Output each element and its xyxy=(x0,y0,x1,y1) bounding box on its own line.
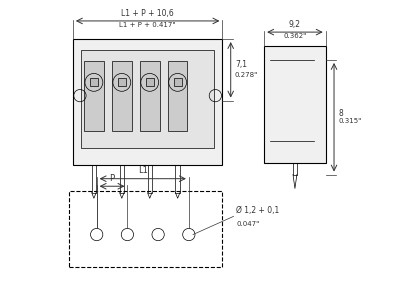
Bar xyxy=(140,61,160,131)
Text: 0.278": 0.278" xyxy=(235,72,258,78)
Bar xyxy=(112,61,132,131)
Bar xyxy=(69,191,222,267)
Bar xyxy=(90,78,98,86)
Text: 0.047": 0.047" xyxy=(236,221,260,227)
Bar xyxy=(81,50,214,148)
Bar xyxy=(118,78,126,86)
Text: Ø 1,2 + 0,1: Ø 1,2 + 0,1 xyxy=(236,206,280,215)
Text: P: P xyxy=(110,174,115,183)
Bar xyxy=(174,78,182,86)
Text: 9,2: 9,2 xyxy=(289,20,301,29)
Text: 7,1: 7,1 xyxy=(235,60,247,69)
Bar xyxy=(73,39,222,165)
Bar xyxy=(264,46,326,163)
Text: 8: 8 xyxy=(338,109,343,118)
Bar xyxy=(84,61,104,131)
Bar xyxy=(146,78,154,86)
Text: 0.362": 0.362" xyxy=(283,33,306,39)
Text: L1: L1 xyxy=(138,166,148,175)
Text: L1 + P + 10,6: L1 + P + 10,6 xyxy=(121,8,174,17)
Bar xyxy=(168,61,188,131)
Text: L1 + P + 0.417": L1 + P + 0.417" xyxy=(119,22,176,28)
Text: 0.315": 0.315" xyxy=(338,118,362,124)
